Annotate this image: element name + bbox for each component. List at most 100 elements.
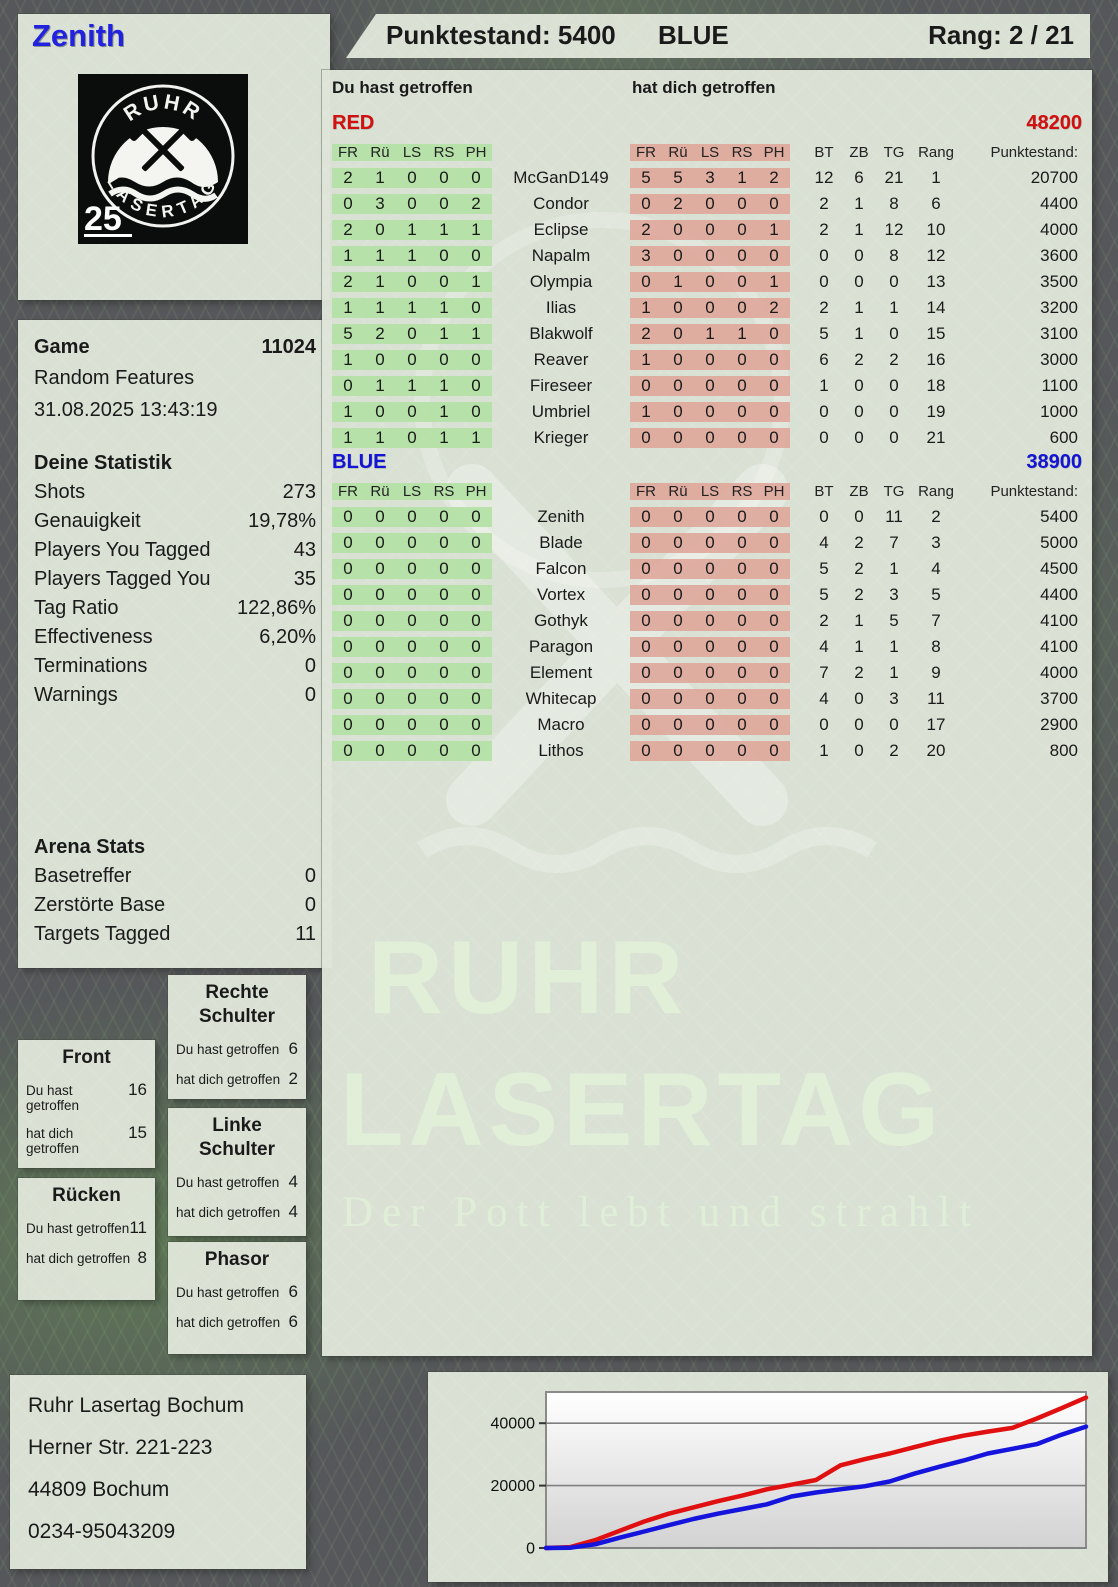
player-name-cell: Fireseer [529, 376, 593, 395]
them-hit-cell: 1 [662, 272, 694, 292]
you-hit-cell: 0 [460, 637, 492, 657]
stat-cell: 1 [819, 741, 829, 760]
you-hit-cell: 0 [460, 741, 492, 761]
player-name-cell: Falcon [535, 559, 587, 578]
punktestand-header: Punktestand: 5400 [386, 20, 616, 50]
them-hit-cell: 0 [758, 402, 790, 422]
you-hit-cell: 1 [460, 428, 492, 448]
you-hit-cell: 0 [460, 611, 492, 631]
stat-row: Warnings 0 [34, 681, 316, 710]
stat-cell: 7 [819, 663, 829, 682]
you-hit-cell: 0 [396, 689, 428, 709]
player-row: 0 0 0 0 0 Lithos 0 0 0 0 0 1 0 2 20 800 [332, 738, 1082, 764]
player-name-cell: McGanD149 [513, 168, 609, 187]
them-hit-cell: 0 [630, 715, 662, 735]
you-hit-cell: 0 [396, 663, 428, 683]
col-header: LS [396, 143, 428, 161]
you-hit-cell: 0 [428, 585, 460, 605]
them-hit-cell: 0 [662, 324, 694, 344]
stat-cell: 14 [926, 298, 946, 317]
them-hit-cell: 1 [758, 272, 790, 292]
player-name-cell: Macro [537, 715, 585, 734]
punktestand-cell: 4500 [1040, 559, 1078, 578]
them-hit-cell: 0 [694, 533, 726, 553]
stat-cell: 6 [931, 194, 941, 213]
col-header: PH [460, 143, 492, 161]
them-hit-cell: 5 [662, 168, 694, 188]
them-hit-cell: 0 [758, 715, 790, 735]
them-hit-cell: 0 [726, 663, 758, 683]
stat-cell: 6 [854, 168, 864, 187]
you-hit-cell: 0 [428, 533, 460, 553]
player-name-cell: Ilias [545, 298, 577, 317]
col-header: PH [758, 482, 790, 500]
stat-value: 19,78% [248, 510, 316, 532]
stat-cell: 21 [884, 168, 904, 187]
player-row: 2 0 1 1 1 Eclipse 2 0 0 0 1 2 1 12 10 4000 [332, 217, 1082, 243]
them-hit-cell: 0 [758, 689, 790, 709]
col-header-punktestand: Punktestand: [990, 143, 1078, 161]
team-sections: RED 48200 FR Rü LS RS PH FR Rü LS RS PH BT ZB TG Rang Pu… [332, 112, 1082, 764]
col-header: FR [630, 143, 662, 161]
them-hit-cell: 0 [758, 324, 790, 344]
them-hit-cell: 0 [758, 428, 790, 448]
stat-cell: 11 [885, 507, 903, 526]
them-hit-cell: 0 [726, 428, 758, 448]
stat-cell: 4 [931, 559, 941, 578]
table-header-row: FR Rü LS RS PH FR Rü LS RS PH BT ZB TG Rang Punktestan… [332, 478, 1082, 504]
stat-cell: 7 [889, 533, 899, 552]
game-label: Game [34, 336, 90, 358]
your-stats-title: Deine Statistik [34, 452, 172, 474]
punktestand-cell: 800 [1049, 741, 1078, 760]
punktestand-cell: 3700 [1040, 689, 1078, 708]
stat-cell: 2 [854, 585, 864, 604]
stat-cell: 2 [931, 507, 941, 526]
body-part-title: Linke Schulter [198, 1115, 276, 1160]
stat-cell: 2 [819, 611, 829, 630]
stat-row: Players You Tagged 43 [34, 536, 316, 565]
stat-cell: 2 [854, 663, 864, 682]
them-hit-cell: 0 [726, 741, 758, 761]
player-row: 0 0 0 0 0 Macro 0 0 0 0 0 0 0 0 17 2900 [332, 712, 1082, 738]
them-hit-cell: 0 [694, 402, 726, 422]
them-hit-cell: 0 [694, 350, 726, 370]
address-line: 0234-95043209 [28, 1520, 176, 1543]
you-hit-cell: 0 [364, 220, 396, 240]
them-hit-cell: 0 [662, 689, 694, 709]
stat-row: Effectiveness 6,20% [34, 623, 316, 652]
body-part-title: Rücken [52, 1185, 121, 1206]
col-header: Rang [918, 482, 954, 500]
you-hit-cell: 1 [428, 402, 460, 422]
you-hit-cell: 0 [364, 559, 396, 579]
you-hit-cell: 0 [396, 741, 428, 761]
you-hit-cell: 0 [332, 663, 364, 683]
player-name-cell: Paragon [528, 637, 594, 656]
stat-cell: 2 [889, 350, 899, 369]
you-hit-cell: 1 [396, 246, 428, 266]
col-header: Rü [364, 143, 396, 161]
body-part-title: Rechte Schulter [198, 982, 276, 1027]
you-hit-cell: 0 [460, 350, 492, 370]
you-hit-cell: 1 [428, 324, 460, 344]
them-hit-cell: 0 [694, 507, 726, 527]
player-name-cell: Zenith [537, 507, 585, 526]
punktestand-cell: 5400 [1040, 507, 1078, 526]
punktestand-cell: 3100 [1040, 324, 1078, 343]
stat-cell: 8 [889, 246, 899, 265]
stat-row: Tag Ratio 122,86% [34, 594, 316, 623]
you-hit-cell: 0 [428, 663, 460, 683]
player-row: 0 0 0 0 0 Vortex 0 0 0 0 0 5 2 3 5 4400 [332, 582, 1082, 608]
them-hit-cell: 5 [630, 168, 662, 188]
you-hit-cell: 5 [332, 324, 364, 344]
stat-cell: 16 [926, 350, 946, 369]
punktestand-cell: 3500 [1040, 272, 1078, 291]
stat-cell: 0 [889, 376, 899, 395]
stat-cell: 0 [889, 402, 899, 421]
them-hit-cell: 0 [694, 741, 726, 761]
stat-cell: 8 [931, 637, 941, 656]
you-hit-cell: 1 [396, 220, 428, 240]
red-score-line [543, 1395, 1089, 1551]
stat-value: 0 [304, 865, 316, 887]
you-hit-cell: 0 [428, 246, 460, 266]
you-hit-cell: 3 [364, 194, 396, 214]
